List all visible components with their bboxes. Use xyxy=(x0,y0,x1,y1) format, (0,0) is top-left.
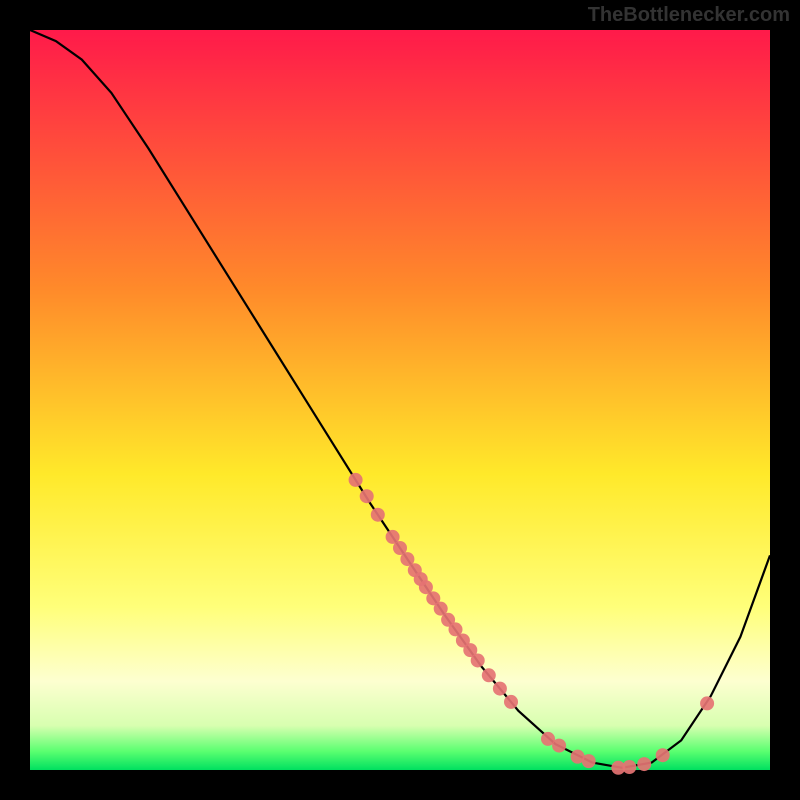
curve-marker xyxy=(700,696,714,710)
curve-markers xyxy=(349,473,714,775)
curve-marker xyxy=(360,489,374,503)
curve-marker xyxy=(582,754,596,768)
curve-marker xyxy=(493,682,507,696)
curve-marker xyxy=(504,695,518,709)
curve-marker xyxy=(656,748,670,762)
chart-curve-layer xyxy=(30,30,770,770)
curve-marker xyxy=(371,508,385,522)
curve-marker xyxy=(622,760,636,774)
curve-marker xyxy=(552,739,566,753)
bottleneck-curve xyxy=(30,30,770,768)
curve-marker xyxy=(637,757,651,771)
curve-marker xyxy=(349,473,363,487)
curve-marker xyxy=(482,668,496,682)
curve-marker xyxy=(471,653,485,667)
watermark-text: TheBottlenecker.com xyxy=(588,4,790,27)
chart-plot-area xyxy=(30,30,770,770)
